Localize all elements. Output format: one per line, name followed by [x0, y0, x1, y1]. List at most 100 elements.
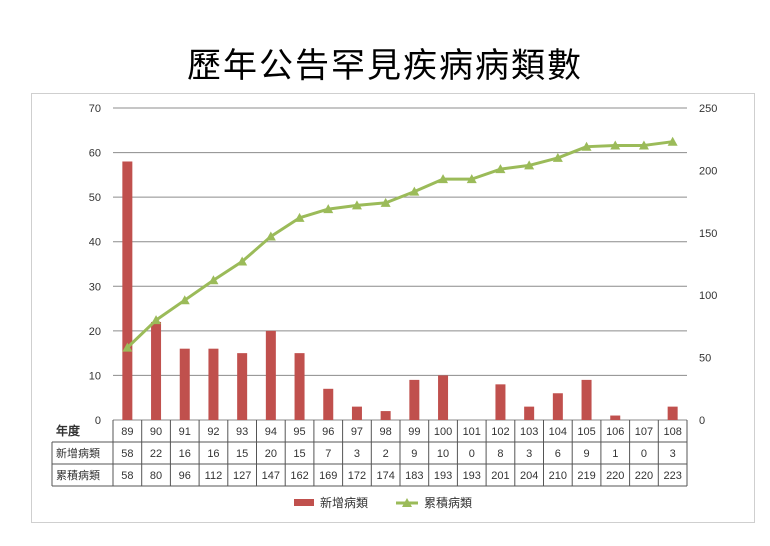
line-marker [409, 186, 420, 196]
line-marker [122, 342, 133, 352]
category-label: 108 [663, 426, 681, 438]
line-marker [351, 200, 362, 210]
category-label: 100 [434, 426, 452, 438]
table-value: 58 [121, 448, 133, 460]
category-label: 94 [265, 426, 277, 438]
table-value: 193 [463, 470, 481, 482]
category-label: 101 [463, 426, 481, 438]
y-right-tick-label: 150 [699, 228, 717, 240]
category-label: 91 [179, 426, 191, 438]
legend-label: 新增病類 [320, 495, 368, 510]
table-value: 204 [520, 470, 538, 482]
table-value: 96 [179, 470, 191, 482]
table-value: 220 [635, 470, 653, 482]
table-value: 3 [354, 448, 360, 460]
bar [265, 330, 276, 420]
table-value: 1 [612, 448, 618, 460]
category-label: 107 [635, 426, 653, 438]
y-right-tick-label: 200 [699, 165, 717, 177]
y-left-tick-label: 0 [95, 415, 101, 427]
bar [323, 388, 334, 420]
y-right-tick-label: 250 [699, 103, 717, 115]
line-marker [179, 295, 190, 305]
table-value: 223 [663, 470, 681, 482]
y-left-tick-label: 20 [89, 326, 101, 338]
line-series [126, 140, 673, 349]
category-label: 97 [351, 426, 363, 438]
line-marker [495, 164, 506, 174]
line-marker [610, 140, 621, 150]
legend-swatch-bar [294, 499, 314, 506]
table-value: 15 [293, 448, 305, 460]
table-value: 147 [262, 470, 280, 482]
category-label: 106 [606, 426, 624, 438]
category-label: 96 [322, 426, 334, 438]
legend-label: 累積病類 [424, 495, 472, 510]
bar [351, 406, 362, 420]
chart-title: 歷年公告罕見疾病病類數 [187, 46, 583, 86]
y-right-tick-label: 100 [699, 290, 717, 302]
category-label: 102 [491, 426, 509, 438]
bar [380, 411, 391, 420]
table-value: 2 [383, 448, 389, 460]
table-value: 112 [205, 470, 223, 482]
bar [237, 353, 248, 420]
table-value: 219 [577, 470, 595, 482]
category-label: 89 [121, 426, 133, 438]
line-marker [466, 174, 477, 184]
table-value: 7 [325, 448, 331, 460]
table-value: 3 [670, 448, 676, 460]
table-value: 6 [555, 448, 561, 460]
line-marker [552, 152, 563, 162]
line-marker [237, 256, 248, 266]
bar [524, 406, 535, 420]
category-label: 103 [520, 426, 538, 438]
y-left-tick-label: 50 [89, 192, 101, 204]
table-value: 172 [348, 470, 366, 482]
table-value: 162 [290, 470, 308, 482]
y-right-tick-label: 0 [699, 415, 705, 427]
table-value: 220 [606, 470, 624, 482]
y-right-tick-label: 50 [699, 353, 711, 365]
category-label: 98 [380, 426, 392, 438]
table-value: 58 [121, 470, 133, 482]
table-value: 127 [233, 470, 251, 482]
x-axis-label: 年度 [56, 423, 81, 438]
table-value: 16 [179, 448, 191, 460]
table-value: 201 [491, 470, 509, 482]
line-marker [208, 275, 219, 285]
table-value: 9 [411, 448, 417, 460]
y-left-tick-label: 30 [89, 281, 101, 293]
category-label: 92 [207, 426, 219, 438]
table-value: 8 [497, 448, 503, 460]
legend-swatch-marker [402, 498, 412, 507]
y-left-tick-label: 60 [89, 148, 101, 160]
table-value: 10 [437, 448, 449, 460]
bar [208, 348, 219, 420]
table-value: 80 [150, 470, 162, 482]
bar [179, 348, 190, 420]
line-marker [581, 141, 592, 151]
table-series-label: 新增病類 [56, 446, 100, 460]
table-value: 20 [265, 448, 277, 460]
line-marker [524, 160, 535, 170]
bar [151, 321, 162, 420]
table-value: 210 [549, 470, 567, 482]
line-marker [265, 231, 276, 241]
bar [409, 379, 420, 420]
bar [438, 375, 449, 420]
table-value: 0 [469, 448, 475, 460]
bar [495, 384, 506, 420]
bar [667, 406, 678, 420]
category-label: 95 [293, 426, 305, 438]
line-marker [667, 136, 678, 146]
category-label: 90 [150, 426, 162, 438]
table-value: 193 [434, 470, 452, 482]
line-marker [438, 174, 449, 184]
line-marker [151, 315, 162, 325]
bar [294, 353, 305, 420]
table-value: 9 [583, 448, 589, 460]
table-value: 174 [376, 470, 394, 482]
y-left-tick-label: 10 [89, 370, 101, 382]
